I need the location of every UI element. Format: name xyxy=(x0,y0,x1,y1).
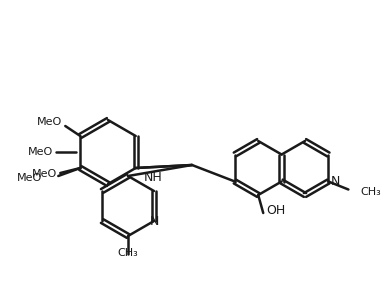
Text: MeO: MeO xyxy=(17,173,42,183)
Text: N: N xyxy=(330,175,340,188)
Text: N: N xyxy=(149,215,159,227)
Text: OH: OH xyxy=(266,204,286,217)
Text: NH: NH xyxy=(144,171,163,184)
Text: MeO: MeO xyxy=(28,147,53,157)
Text: MeO: MeO xyxy=(32,169,57,179)
Text: CH₃: CH₃ xyxy=(118,248,139,258)
Text: MeO: MeO xyxy=(37,117,62,127)
Text: CH₃: CH₃ xyxy=(360,186,381,196)
